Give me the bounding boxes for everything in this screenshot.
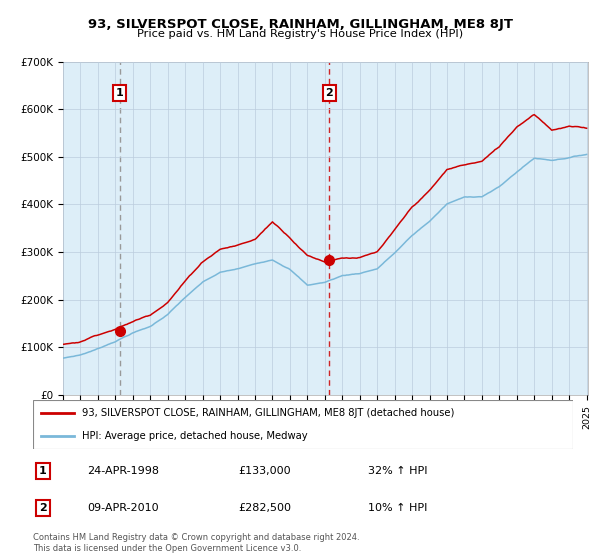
Text: 93, SILVERSPOT CLOSE, RAINHAM, GILLINGHAM, ME8 8JT (detached house): 93, SILVERSPOT CLOSE, RAINHAM, GILLINGHA… xyxy=(82,408,454,418)
Text: 2: 2 xyxy=(39,503,47,513)
Text: 93, SILVERSPOT CLOSE, RAINHAM, GILLINGHAM, ME8 8JT: 93, SILVERSPOT CLOSE, RAINHAM, GILLINGHA… xyxy=(88,18,512,31)
Text: 2: 2 xyxy=(325,88,333,98)
Text: HPI: Average price, detached house, Medway: HPI: Average price, detached house, Medw… xyxy=(82,431,307,441)
FancyBboxPatch shape xyxy=(33,400,573,449)
Text: £133,000: £133,000 xyxy=(238,466,291,477)
Text: 09-APR-2010: 09-APR-2010 xyxy=(87,503,158,513)
Text: 24-APR-1998: 24-APR-1998 xyxy=(87,466,159,477)
Bar xyxy=(120,62,329,395)
Text: 10% ↑ HPI: 10% ↑ HPI xyxy=(368,503,427,513)
Text: 32% ↑ HPI: 32% ↑ HPI xyxy=(368,466,427,477)
Text: Price paid vs. HM Land Registry's House Price Index (HPI): Price paid vs. HM Land Registry's House … xyxy=(137,29,463,39)
Text: 1: 1 xyxy=(39,466,47,477)
Text: Contains HM Land Registry data © Crown copyright and database right 2024.
This d: Contains HM Land Registry data © Crown c… xyxy=(33,533,359,553)
Text: 1: 1 xyxy=(116,88,124,98)
Text: £282,500: £282,500 xyxy=(238,503,291,513)
